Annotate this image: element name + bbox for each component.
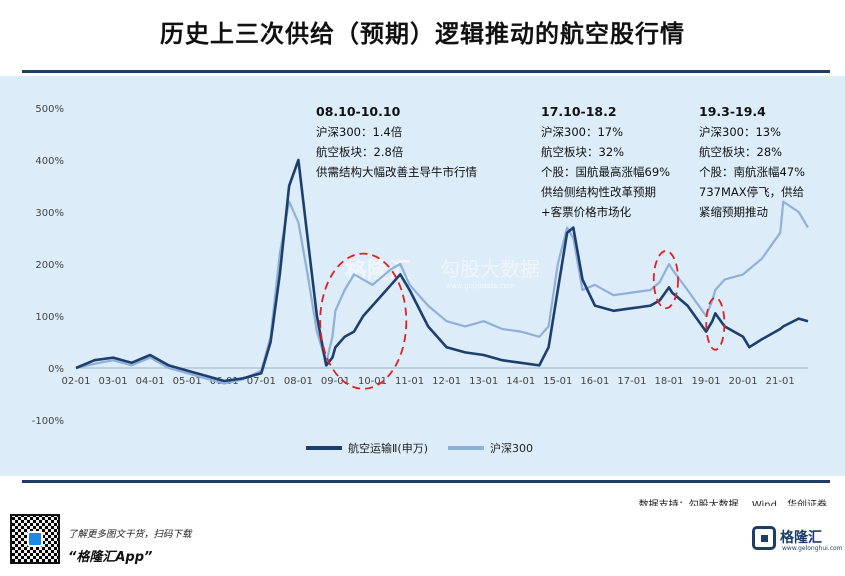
promo-subtitle: 了解更多图文干货，扫码下载 — [68, 529, 192, 540]
y-tick-label: -100% — [32, 416, 64, 427]
annotation-line: 供给侧结构性改革预期 — [541, 185, 656, 199]
x-tick-label: 18-01 — [654, 376, 683, 387]
x-tick-label: 11-01 — [395, 376, 424, 387]
x-tick-label: 09-01 — [321, 376, 350, 387]
y-tick-label: 200% — [35, 260, 64, 271]
x-tick-label: 03-01 — [99, 376, 128, 387]
highlight-ellipse-17.10-18.2 — [652, 250, 680, 310]
legend-label-csi300: 沪深300 — [490, 441, 533, 455]
x-tick-label: 14-01 — [506, 376, 535, 387]
annotation-line: 沪深300：17% — [541, 125, 624, 139]
legend-label-airline: 航空运输Ⅱ(申万) — [348, 441, 428, 455]
chart-area — [0, 76, 845, 476]
annotation-line: 航空板块：32% — [541, 145, 625, 159]
x-tick-label: 05-01 — [173, 376, 202, 387]
chart-bottom-rule — [22, 480, 830, 483]
y-tick-label: 100% — [35, 312, 64, 323]
annotation-line: 紧缩预期推动 — [699, 205, 768, 219]
x-tick-label: 16-01 — [580, 376, 609, 387]
annotation-head: 19.3-19.4 — [699, 104, 766, 119]
annotation-2008: 08.10-10.10 沪深300：1.4倍 航空板块：2.8倍 供需结构大幅改… — [316, 102, 477, 182]
highlight-ellipse-08.10-10.10 — [319, 252, 408, 390]
title-rule — [22, 70, 830, 73]
annotation-line: 沪深300：1.4倍 — [316, 125, 403, 139]
x-tick-label: 15-01 — [543, 376, 572, 387]
x-tick-label: 08-01 — [284, 376, 313, 387]
annotation-line: 航空板块：28% — [699, 145, 783, 159]
annotation-2017: 17.10-18.2 沪深300：17% 航空板块：32% 个股：国航最高涨幅6… — [541, 102, 670, 222]
watermark-url: www.gogudata.com — [445, 282, 514, 290]
x-tick-label: 04-01 — [136, 376, 165, 387]
brand-logo-icon — [752, 526, 776, 550]
y-tick-label: 0% — [48, 364, 64, 375]
y-tick-label: 400% — [35, 156, 64, 167]
annotation-line: 供需结构大幅改善主导牛市行情 — [316, 165, 477, 179]
x-tick-label: 20-01 — [729, 376, 758, 387]
brand-logo-text: 格隆汇 — [780, 530, 822, 546]
x-tick-label: 12-01 — [432, 376, 461, 387]
annotation-line: 沪深300：13% — [699, 125, 782, 139]
x-tick-label: 02-01 — [61, 376, 90, 387]
footer — [0, 506, 845, 576]
series-line-airline — [75, 158, 809, 383]
x-tick-label: 17-01 — [617, 376, 646, 387]
highlight-ellipse-19.3-19.4 — [705, 296, 726, 351]
series-line-csi300 — [75, 200, 809, 385]
x-tick-label: 10-01 — [358, 376, 387, 387]
x-tick-label: 13-01 — [469, 376, 498, 387]
watermark-brand: 勾股大数据 — [440, 257, 540, 281]
annotation-line: 737MAX停飞，供给 — [699, 185, 805, 199]
data-source: 数据支持：勾股大数据 、Wind、华创证券 — [639, 496, 827, 511]
annotation-line: 个股：南航涨幅47% — [699, 165, 806, 179]
annotation-head: 08.10-10.10 — [316, 104, 401, 119]
brand-logo-url: www.gelonghui.com — [782, 545, 843, 552]
annotation-2019: 19.3-19.4 沪深300：13% 航空板块：28% 个股：南航涨幅47% … — [699, 102, 805, 222]
app-logo-icon — [27, 531, 43, 547]
x-tick-label: 19-01 — [692, 376, 721, 387]
y-tick-label: 300% — [35, 208, 64, 219]
promo-title: “格隆汇App” — [68, 550, 153, 565]
annotation-head: 17.10-18.2 — [541, 104, 617, 119]
annotation-line: 航空板块：2.8倍 — [316, 145, 404, 159]
y-tick-label: 500% — [35, 104, 64, 115]
page-title: 历史上三次供给（预期）逻辑推动的航空股行情 — [160, 20, 685, 48]
chart: 500% 400% 300% 200% 100% 0% -100% 02-01 03-01 04-… — [32, 104, 809, 455]
annotation-line: +客票价格市场化 — [541, 205, 632, 219]
annotation-line: 个股：国航最高涨幅69% — [541, 165, 671, 179]
x-tick-label: 21-01 — [766, 376, 795, 387]
x-tick-label: 07-01 — [247, 376, 276, 387]
